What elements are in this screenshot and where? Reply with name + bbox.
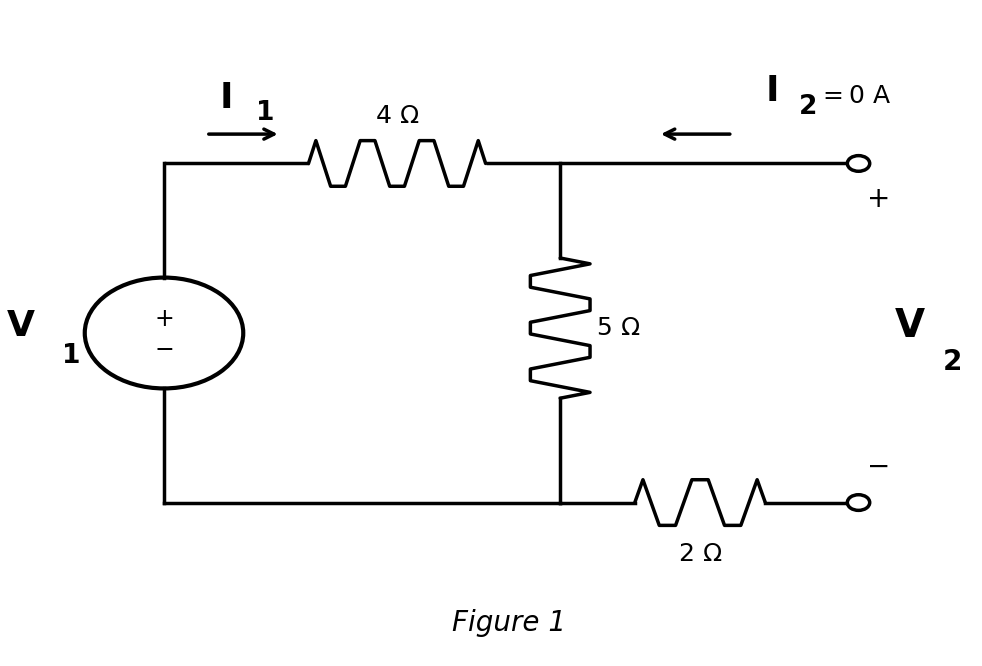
Text: $\mathbf{1}$: $\mathbf{1}$ xyxy=(61,343,80,369)
Circle shape xyxy=(847,156,870,171)
Text: $\mathbf{I}$: $\mathbf{I}$ xyxy=(765,74,778,108)
Text: $\mathbf{2}$: $\mathbf{2}$ xyxy=(943,348,961,376)
Text: $2\ \Omega$: $2\ \Omega$ xyxy=(678,541,722,565)
Text: $\mathbf{V}$: $\mathbf{V}$ xyxy=(894,308,926,346)
Text: +: + xyxy=(154,306,174,330)
Text: $\mathbf{V}$: $\mathbf{V}$ xyxy=(6,310,35,344)
Text: $5\ \Omega$: $5\ \Omega$ xyxy=(596,316,640,340)
Text: $\mathbf{1}$: $\mathbf{1}$ xyxy=(255,101,274,127)
Text: Figure 1: Figure 1 xyxy=(452,609,566,637)
Text: −: − xyxy=(867,453,891,481)
Text: +: + xyxy=(867,185,891,213)
Text: $\mathbf{2}$: $\mathbf{2}$ xyxy=(798,94,816,120)
Text: $4\ \Omega$: $4\ \Omega$ xyxy=(375,104,419,128)
Circle shape xyxy=(847,495,870,510)
Text: $= 0\ \mathrm{A}$: $= 0\ \mathrm{A}$ xyxy=(817,84,891,108)
Text: −: − xyxy=(154,338,174,362)
Text: $\mathbf{I}$: $\mathbf{I}$ xyxy=(219,81,231,115)
